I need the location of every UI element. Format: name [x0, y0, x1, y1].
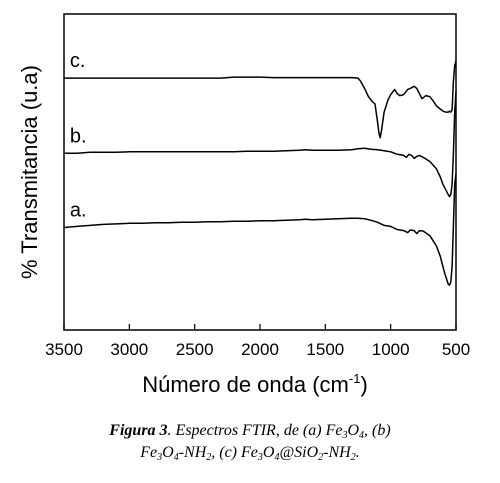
- series-labels: a. b. c.: [70, 50, 87, 221]
- x-tick-label: 500: [442, 340, 470, 359]
- series-label-3: c.: [70, 50, 86, 72]
- x-axis-title: Número de onda (cm-1): [142, 371, 368, 397]
- series-group: [63, 60, 457, 286]
- series-line-2: [64, 91, 457, 198]
- series-line-3: [64, 60, 457, 139]
- x-tick-label: 2000: [241, 340, 279, 359]
- series-line-1: [63, 173, 457, 286]
- x-tick-label: 1500: [306, 340, 344, 359]
- series-label-2: b.: [70, 125, 87, 147]
- caption-figure-label: Figura 3: [109, 422, 168, 439]
- ftir-chart: 3500 3000 2500 2000 1500 1000 500 a. b. c. Númer…: [17, 13, 470, 397]
- x-tick-label: 2500: [176, 340, 214, 359]
- plot-frame: [63, 13, 457, 331]
- figure-caption: Figura 3. Espectros FTIR, de (a) Fe3O4, …: [0, 420, 500, 464]
- y-axis-title: % Transmitancia (u.a): [17, 65, 42, 279]
- series-label-1: a.: [70, 199, 87, 221]
- caption-line-2: Fe3O4-NH2, (c) Fe3O4@SiO2-NH2.: [140, 444, 360, 463]
- caption-line-1: Figura 3. Espectros FTIR, de (a) Fe3O4, …: [109, 422, 391, 441]
- x-tick-label: 1000: [372, 340, 410, 359]
- x-tick-label: 3000: [110, 340, 148, 359]
- x-axis-ticks: 3500 3000 2500 2000 1500 1000 500: [45, 324, 470, 359]
- x-tick-label: 3500: [45, 340, 83, 359]
